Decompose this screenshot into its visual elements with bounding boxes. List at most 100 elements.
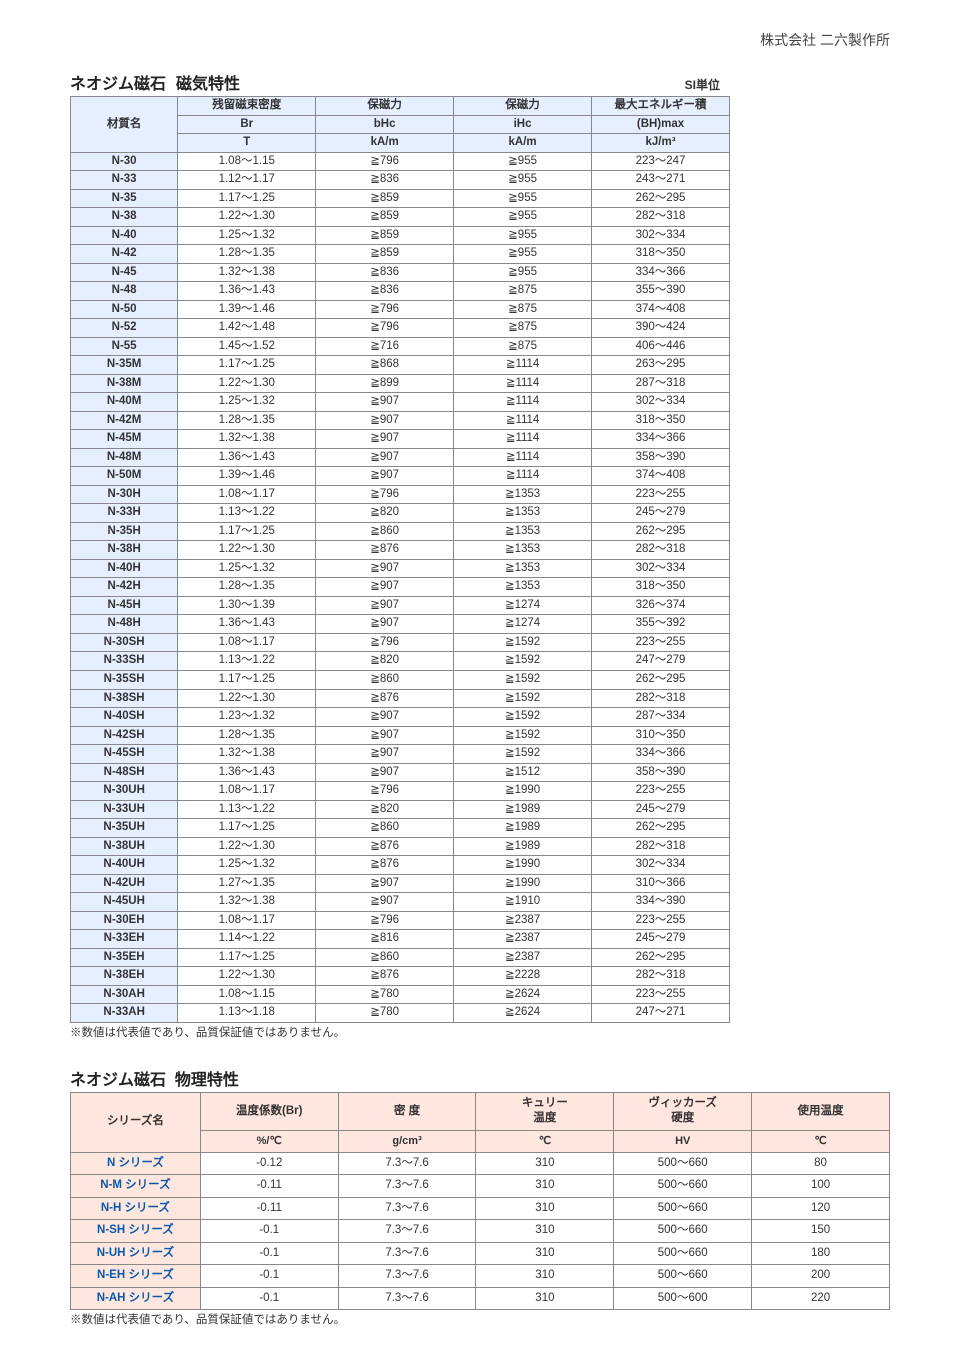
material-cell: N-30AH	[71, 985, 178, 1004]
data-cell: 406～446	[592, 337, 730, 356]
data-cell: ≧1989	[454, 800, 592, 819]
data-cell: 7.3～7.6	[338, 1175, 476, 1198]
table-row: N-35UH1.17～1.25≧860≧1989262～295	[71, 819, 730, 838]
table-row: N-301.08～1.15≧796≧955223～247	[71, 152, 730, 171]
table-row: N-38M1.22～1.30≧899≧1114287～318	[71, 374, 730, 393]
data-cell: 245～279	[592, 930, 730, 949]
table-row: N-UH シリーズ-0.17.3～7.6310500～660180	[71, 1242, 890, 1265]
material-cell: N-30H	[71, 485, 178, 504]
table-row: N シリーズ-0.127.3～7.6310500～66080	[71, 1152, 890, 1175]
table-header-row: シリーズ名 温度係数(Br) 密 度 キュリー温度 ヴィッカーズ硬度 使用温度	[71, 1092, 890, 1130]
data-cell: ≧1353	[454, 559, 592, 578]
data-cell: 334～390	[592, 893, 730, 912]
data-cell: ≧1114	[454, 393, 592, 412]
table-row: N-45H1.30～1.39≧907≧1274326～374	[71, 596, 730, 615]
data-cell: ≧876	[316, 689, 454, 708]
data-cell: ≧875	[454, 282, 592, 301]
data-cell: 302～334	[592, 856, 730, 875]
data-cell: 500～660	[614, 1265, 752, 1288]
table-row: N-481.36～1.43≧836≧875355～390	[71, 282, 730, 301]
data-cell: ≧860	[316, 819, 454, 838]
data-cell: 1.17～1.25	[178, 819, 316, 838]
data-cell: ≧836	[316, 171, 454, 190]
data-cell: 263～295	[592, 356, 730, 375]
data-cell: ≧955	[454, 189, 592, 208]
table-row: N-30SH1.08～1.17≧796≧1592223～255	[71, 633, 730, 652]
table-row: N-30UH1.08～1.17≧796≧1990223～255	[71, 782, 730, 801]
data-cell: 310	[476, 1220, 614, 1243]
data-cell: 355～392	[592, 615, 730, 634]
table-row: N-30AH1.08～1.15≧780≧2624223～255	[71, 985, 730, 1004]
data-cell: 1.32～1.38	[178, 893, 316, 912]
data-cell: ≧907	[316, 430, 454, 449]
col-usetemp-unit: ℃	[752, 1130, 890, 1152]
data-cell: 1.08～1.17	[178, 633, 316, 652]
data-cell: ≧816	[316, 930, 454, 949]
table-row: N-501.39～1.46≧796≧875374～408	[71, 300, 730, 319]
data-cell: ≧1353	[454, 522, 592, 541]
data-cell: 500～660	[614, 1242, 752, 1265]
material-cell: N-33AH	[71, 1004, 178, 1023]
data-cell: 120	[752, 1197, 890, 1220]
data-cell: ≧955	[454, 152, 592, 171]
data-cell: 310	[476, 1197, 614, 1220]
table-row: N-30EH1.08～1.17≧796≧2387223～255	[71, 911, 730, 930]
data-cell: 1.08～1.17	[178, 782, 316, 801]
table-row: N-42UH1.27～1.35≧907≧1990310～366	[71, 874, 730, 893]
data-cell: 326～374	[592, 596, 730, 615]
series-cell: N-AH シリーズ	[71, 1287, 201, 1310]
data-cell: ≧796	[316, 485, 454, 504]
col-bhmax-unit: kJ/m³	[592, 134, 730, 153]
data-cell: ≧907	[316, 559, 454, 578]
data-cell: 7.3～7.6	[338, 1197, 476, 1220]
data-cell: ≧859	[316, 245, 454, 264]
data-cell: ≧875	[454, 337, 592, 356]
data-cell: ≧2387	[454, 948, 592, 967]
col-vickers-unit: HV	[614, 1130, 752, 1152]
data-cell: ≧836	[316, 263, 454, 282]
material-cell: N-40M	[71, 393, 178, 412]
table-row: N-45SH1.32～1.38≧907≧1592334～366	[71, 745, 730, 764]
data-cell: 318～350	[592, 411, 730, 430]
table-row: N-521.42～1.48≧796≧875390～424	[71, 319, 730, 338]
data-cell: ≧955	[454, 263, 592, 282]
data-cell: 1.17～1.25	[178, 522, 316, 541]
data-cell: 180	[752, 1242, 890, 1265]
data-cell: 1.36～1.43	[178, 448, 316, 467]
data-cell: 7.3～7.6	[338, 1287, 476, 1310]
data-cell: ≧1592	[454, 652, 592, 671]
data-cell: ≧907	[316, 763, 454, 782]
data-cell: ≧876	[316, 856, 454, 875]
data-cell: 1.22～1.30	[178, 689, 316, 708]
table-row: N-42H1.28～1.35≧907≧1353318～350	[71, 578, 730, 597]
data-cell: ≧2228	[454, 967, 592, 986]
data-cell: ≧1512	[454, 763, 592, 782]
col-ihc: 保磁力	[454, 97, 592, 116]
data-cell: 287～334	[592, 708, 730, 727]
material-cell: N-33H	[71, 504, 178, 523]
data-cell: 500～660	[614, 1152, 752, 1175]
table-row: N-AH シリーズ-0.17.3～7.6310500～600220	[71, 1287, 890, 1310]
material-cell: N-45	[71, 263, 178, 282]
data-cell: ≧2624	[454, 1004, 592, 1023]
data-cell: 1.39～1.46	[178, 467, 316, 486]
data-cell: ≧820	[316, 652, 454, 671]
table-row: N-35H1.17～1.25≧860≧1353262～295	[71, 522, 730, 541]
data-cell: 355～390	[592, 282, 730, 301]
data-cell: 1.22～1.30	[178, 967, 316, 986]
data-cell: 302～334	[592, 559, 730, 578]
material-cell: N-35SH	[71, 670, 178, 689]
data-cell: ≧1114	[454, 356, 592, 375]
data-cell: 262～295	[592, 948, 730, 967]
data-cell: ≧907	[316, 467, 454, 486]
data-cell: 1.13～1.22	[178, 800, 316, 819]
table-row: N-40UH1.25～1.32≧876≧1990302～334	[71, 856, 730, 875]
data-cell: 1.22～1.30	[178, 837, 316, 856]
data-cell: 1.36～1.43	[178, 763, 316, 782]
section1-note: ※数値は代表値であり、品質保証値ではありません。	[70, 1024, 890, 1040]
data-cell: ≧1989	[454, 819, 592, 838]
data-cell: ≧796	[316, 319, 454, 338]
material-cell: N-55	[71, 337, 178, 356]
data-cell: ≧875	[454, 300, 592, 319]
table-row: N-33EH1.14～1.22≧816≧2387245～279	[71, 930, 730, 949]
